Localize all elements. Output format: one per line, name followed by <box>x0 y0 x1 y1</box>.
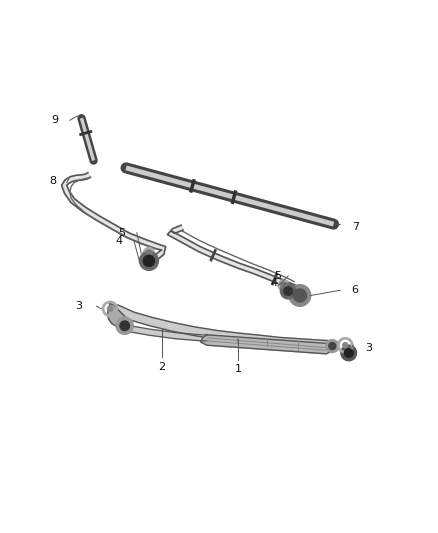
Circle shape <box>116 317 134 334</box>
Polygon shape <box>114 305 332 350</box>
Circle shape <box>139 252 159 270</box>
Circle shape <box>344 349 353 357</box>
Text: 4: 4 <box>271 278 278 288</box>
Text: 3: 3 <box>75 301 82 311</box>
Circle shape <box>146 250 152 256</box>
Text: 2: 2 <box>159 362 166 372</box>
Circle shape <box>143 247 155 259</box>
Text: 5: 5 <box>118 228 125 238</box>
Text: 4: 4 <box>115 236 122 246</box>
Text: 8: 8 <box>49 176 56 186</box>
Circle shape <box>107 306 113 311</box>
Circle shape <box>326 340 339 352</box>
Polygon shape <box>201 335 334 354</box>
Text: 7: 7 <box>352 222 359 232</box>
Circle shape <box>293 289 306 302</box>
Circle shape <box>289 285 311 306</box>
Polygon shape <box>62 173 166 264</box>
Circle shape <box>284 287 293 295</box>
Polygon shape <box>167 225 300 295</box>
Text: 6: 6 <box>352 285 359 295</box>
Circle shape <box>278 280 290 291</box>
Circle shape <box>343 343 348 348</box>
Text: 9: 9 <box>51 115 58 125</box>
Text: 3: 3 <box>365 343 372 353</box>
Circle shape <box>120 321 130 330</box>
Circle shape <box>341 345 357 361</box>
Polygon shape <box>107 303 127 327</box>
Circle shape <box>280 284 296 299</box>
Circle shape <box>329 343 336 350</box>
Circle shape <box>281 282 287 288</box>
Polygon shape <box>124 325 207 341</box>
Circle shape <box>143 255 155 266</box>
Text: 1: 1 <box>235 365 242 374</box>
Text: 5: 5 <box>274 271 281 281</box>
